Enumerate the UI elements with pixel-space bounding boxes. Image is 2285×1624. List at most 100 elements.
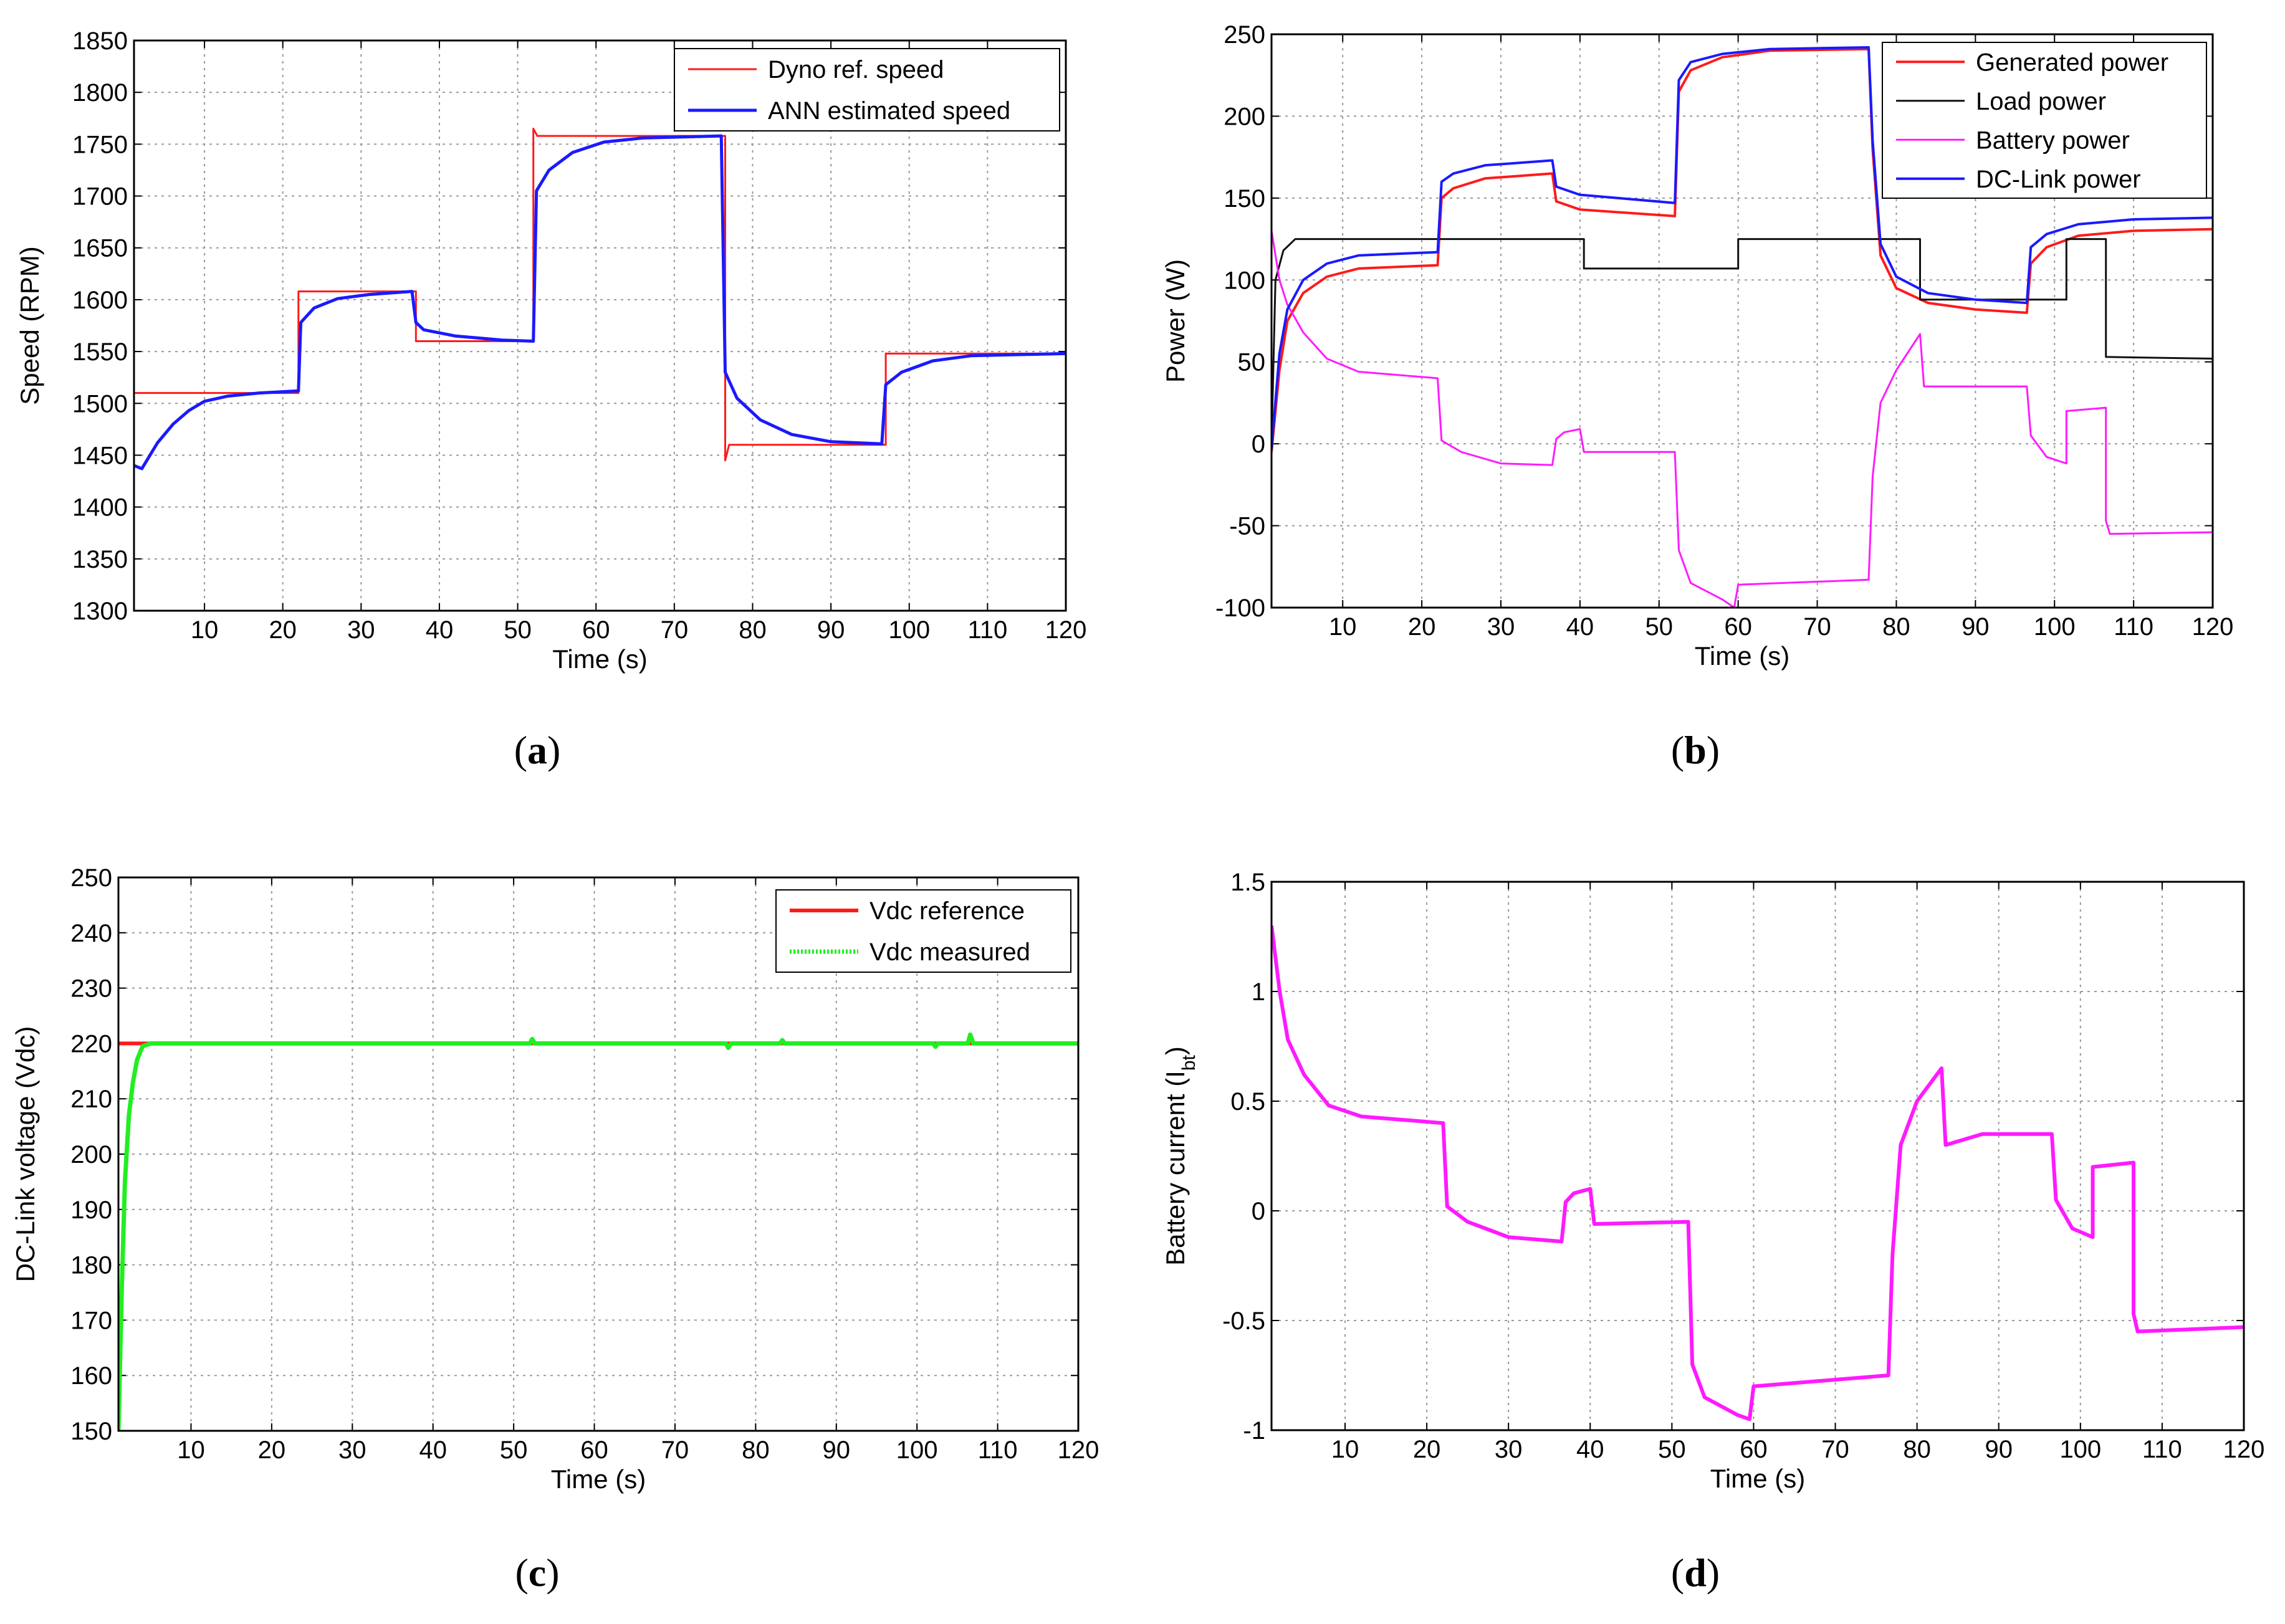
- x-tick-label: 80: [1903, 1436, 1931, 1463]
- y-tick-label: 1600: [72, 287, 128, 314]
- y-tick-label: 1550: [72, 338, 128, 366]
- caption-open-paren: (: [514, 728, 527, 772]
- y-tick-label: 1350: [72, 546, 128, 573]
- x-tick-label: 120: [1058, 1436, 1099, 1464]
- x-tick-label: 80: [1882, 613, 1910, 641]
- x-axis-label: Time (s): [1695, 641, 1789, 671]
- x-tick-label: 90: [823, 1436, 851, 1464]
- x-tick-label: 110: [978, 1436, 1018, 1464]
- y-tick-label: 0.5: [1230, 1088, 1265, 1115]
- y-tick-label: -0.5: [1222, 1307, 1265, 1335]
- x-tick-label: 110: [2142, 1436, 2182, 1463]
- legend-label: Dyno ref. speed: [768, 56, 944, 84]
- series-line-ann-estimated-speed: [134, 134, 1066, 470]
- chart-panel-c: 150 160 170 180 190 200 210 220 230 240 250 10 20 30 4…: [11, 864, 1099, 1595]
- y-tick-label: 1750: [72, 131, 128, 158]
- chart-panel-d: -1 -0.5 0 0.5 1 1.5 10 20 30 40 50 60 70 80 90 100 110 12…: [1161, 869, 2264, 1595]
- y-axis-label-main: Speed (RPM): [15, 246, 44, 404]
- caption-open-paren: (: [1671, 1550, 1684, 1595]
- x-tick-label: 60: [1740, 1436, 1768, 1463]
- panel-caption: (b): [1671, 728, 1720, 772]
- x-tick-label: 80: [742, 1436, 770, 1464]
- x-tick-label: 60: [1724, 613, 1752, 641]
- caption-letter: b: [1684, 728, 1707, 772]
- y-tick-label: 200: [1224, 103, 1265, 130]
- x-tick-label: 40: [419, 1436, 447, 1464]
- y-tick-label: 200: [70, 1141, 112, 1168]
- axes-frame: [133, 39, 1067, 612]
- x-tick-label: 90: [1962, 613, 1990, 641]
- y-tick-label: 1800: [72, 79, 128, 107]
- x-tick-label: 120: [1045, 616, 1087, 644]
- x-tick-label: 100: [2059, 1436, 2101, 1463]
- y-axis-label-end: ): [1161, 1046, 1190, 1055]
- y-axis-label-main: Power (W): [1161, 259, 1190, 383]
- y-axis-label-subscript: bt: [1179, 1054, 1199, 1071]
- y-tick-label: 250: [70, 864, 112, 892]
- x-tick-label: 100: [2034, 613, 2076, 641]
- y-tick-label: 210: [70, 1086, 112, 1113]
- series-line-generated-power: [1272, 47, 2213, 452]
- y-axis-label: Battery current (Ibt): [1161, 1046, 1199, 1266]
- caption-close-paren: ): [547, 728, 560, 772]
- y-tick-label: 170: [70, 1307, 112, 1334]
- x-tick-label: 90: [817, 616, 845, 644]
- y-tick-label: 1650: [72, 235, 128, 262]
- x-tick-label: 30: [347, 616, 375, 644]
- legend-label: Battery power: [1976, 127, 2130, 154]
- series-line-battery-power: [1272, 231, 2213, 608]
- x-tick-label: 40: [1576, 1436, 1604, 1463]
- axes-frame: [1270, 881, 2245, 1431]
- caption-letter: c: [529, 1550, 546, 1595]
- caption-close-paren: ): [1707, 1550, 1720, 1595]
- x-tick-label: 70: [661, 616, 689, 644]
- y-tick-label: 150: [70, 1418, 112, 1445]
- axes-frame: [117, 876, 1080, 1432]
- series-line-load-power: [1272, 238, 2213, 444]
- y-axis-label: Speed (RPM): [15, 246, 44, 404]
- y-tick-label: 100: [1224, 267, 1265, 294]
- x-tick-label: 110: [967, 616, 1007, 644]
- x-tick-label: 60: [582, 616, 610, 644]
- x-tick-label: 10: [191, 616, 219, 644]
- y-axis-label-main: DC-Link voltage (Vdc): [11, 1026, 40, 1282]
- y-tick-label: -1: [1243, 1417, 1265, 1445]
- y-tick-label: 1700: [72, 183, 128, 211]
- y-axis-label: DC-Link voltage (Vdc): [11, 1026, 40, 1282]
- y-tick-label: 1.5: [1230, 869, 1265, 896]
- x-tick-label: 20: [1413, 1436, 1441, 1463]
- y-tick-label: 240: [70, 920, 112, 947]
- y-tick-label: -100: [1215, 595, 1265, 622]
- caption-close-paren: ): [546, 1550, 559, 1595]
- y-tick-label: -50: [1229, 513, 1265, 540]
- y-tick-label: 220: [70, 1030, 112, 1058]
- x-tick-label: 10: [1331, 1436, 1359, 1463]
- legend: Generated power Load power Battery power DC…: [1882, 42, 2207, 199]
- plot-area: [1272, 882, 2244, 1430]
- panel-caption: (d): [1671, 1550, 1720, 1595]
- chart-panel-b: -100 -50 0 50 100 150 200 250 10 20 30 40 50 60 70 80 90…: [1161, 21, 2233, 772]
- caption-letter: d: [1684, 1550, 1707, 1595]
- x-tick-label: 30: [338, 1436, 366, 1464]
- legend-box: [1882, 42, 2207, 199]
- x-tick-label: 100: [888, 616, 930, 644]
- series-line-dyno-ref-speed: [134, 127, 1066, 462]
- series-line-vdc-measured: [118, 1032, 1078, 1431]
- legend-label: DC-Link power: [1976, 166, 2141, 193]
- y-tick-label: 160: [70, 1362, 112, 1390]
- series-line-battery-current: [1272, 925, 2244, 1421]
- y-tick-label: 1300: [72, 598, 128, 625]
- legend: Dyno ref. speed ANN estimated speed: [674, 48, 1060, 131]
- x-tick-label: 50: [504, 616, 532, 644]
- caption-letter: a: [527, 728, 547, 772]
- x-tick-label: 60: [580, 1436, 608, 1464]
- y-tick-label: 230: [70, 975, 112, 1003]
- x-tick-label: 100: [896, 1436, 938, 1464]
- x-tick-label: 80: [739, 616, 767, 644]
- x-tick-label: 20: [1408, 613, 1436, 641]
- x-axis-label: Time (s): [1710, 1464, 1805, 1493]
- legend-box: [674, 48, 1060, 131]
- y-axis-label: Power (W): [1161, 259, 1190, 383]
- y-tick-label: 150: [1224, 185, 1265, 213]
